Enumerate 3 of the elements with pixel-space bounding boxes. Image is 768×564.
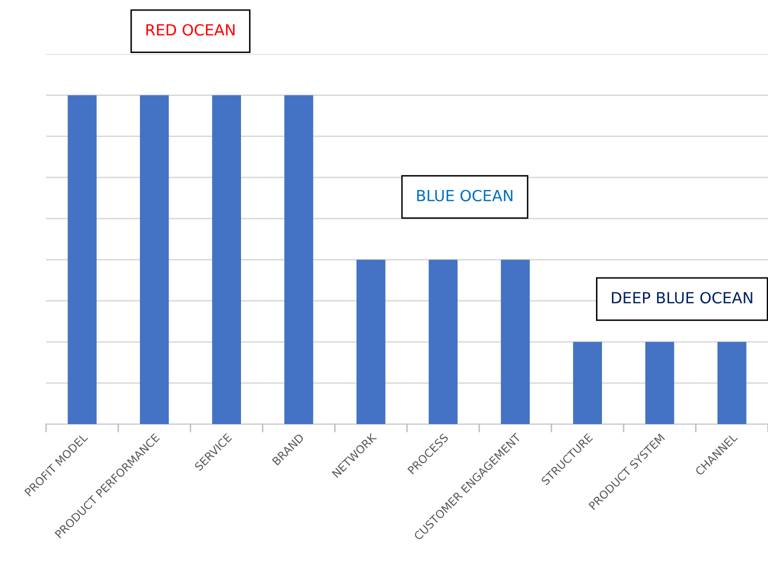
annotation: BLUE OCEAN xyxy=(417,190,512,202)
text: RED OCEAN xyxy=(146,24,235,36)
annotation: DEEP BLUE OCEAN xyxy=(612,292,752,304)
